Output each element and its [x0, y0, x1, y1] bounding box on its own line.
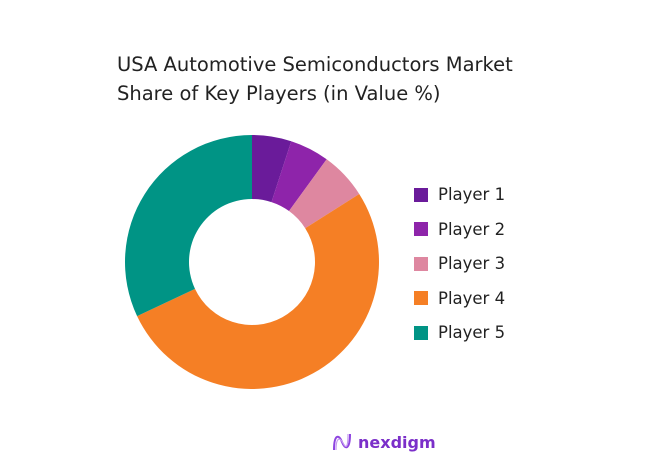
slice-player-2: [271, 141, 327, 212]
legend-label: Player 4: [438, 288, 506, 308]
legend-swatch: [414, 325, 428, 340]
slice-player-5: [124, 135, 252, 317]
legend-item: Player 3: [414, 254, 505, 273]
brand-name: nexdigm: [358, 432, 436, 452]
nexdigm-logo: nexdigm: [331, 432, 436, 452]
legend-swatch: [414, 222, 428, 236]
slice-player-1: [252, 135, 292, 203]
legend-swatch: [414, 187, 428, 202]
legend-label: Player 3: [438, 254, 506, 273]
slice-player-3: [289, 159, 360, 229]
legend-item: Player 4: [414, 289, 505, 308]
legend-swatch: [414, 291, 428, 305]
legend-label: Player 5: [438, 323, 506, 342]
legend-item: Player 1: [414, 185, 505, 204]
slice-player-4: [137, 193, 379, 389]
chart-title: USA Automotive Semiconductors Market Sha…: [117, 53, 513, 105]
legend-label: Player 1: [438, 185, 506, 204]
legend-label: Player 2: [438, 219, 506, 239]
legend-item: Player 5: [414, 323, 505, 342]
logo-icon: [333, 433, 351, 451]
legend-swatch: [414, 256, 428, 271]
legend-item: Player 2: [414, 220, 505, 239]
